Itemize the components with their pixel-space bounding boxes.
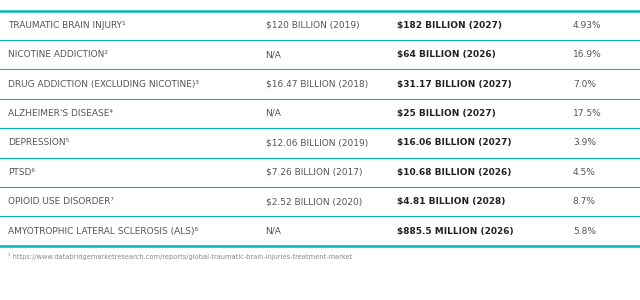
Text: NICOTINE ADDICTION²: NICOTINE ADDICTION² [8, 50, 108, 59]
Text: 8.7%: 8.7% [573, 197, 596, 206]
Text: ALZHEIMER'S DISEASE⁴: ALZHEIMER'S DISEASE⁴ [8, 109, 113, 118]
Text: $25 BILLION (2027): $25 BILLION (2027) [397, 109, 495, 118]
Text: 16.9%: 16.9% [573, 50, 602, 59]
Text: $16.47 BILLION (2018): $16.47 BILLION (2018) [266, 80, 368, 88]
Text: $31.17 BILLION (2027): $31.17 BILLION (2027) [397, 80, 511, 88]
Text: $12.06 BILLION (2019): $12.06 BILLION (2019) [266, 138, 368, 147]
Text: $2.52 BILLION (2020): $2.52 BILLION (2020) [266, 197, 362, 206]
Text: 4.93%: 4.93% [573, 21, 602, 30]
Text: $64 BILLION (2026): $64 BILLION (2026) [397, 50, 495, 59]
Text: $885.5 MILLION (2026): $885.5 MILLION (2026) [397, 226, 513, 236]
Text: ¹ https://www.databridgemarketresearch.com/reports/global-traumatic-brain-injuri: ¹ https://www.databridgemarketresearch.c… [8, 253, 352, 260]
Text: AMYOTROPHIC LATERAL SCLEROSIS (ALS)⁸: AMYOTROPHIC LATERAL SCLEROSIS (ALS)⁸ [8, 226, 198, 236]
Text: 17.5%: 17.5% [573, 109, 602, 118]
Text: 4.5%: 4.5% [573, 168, 596, 177]
Text: $182 BILLION (2027): $182 BILLION (2027) [397, 21, 502, 30]
Text: DRUG ADDICTION (EXCLUDING NICOTINE)³: DRUG ADDICTION (EXCLUDING NICOTINE)³ [8, 80, 198, 88]
Text: 3.9%: 3.9% [573, 138, 596, 147]
Text: $16.06 BILLION (2027): $16.06 BILLION (2027) [397, 138, 511, 147]
Text: N/A: N/A [266, 109, 282, 118]
Text: 5.8%: 5.8% [573, 226, 596, 236]
Text: N/A: N/A [266, 50, 282, 59]
Text: $120 BILLION (2019): $120 BILLION (2019) [266, 21, 359, 30]
Text: $10.68 BILLION (2026): $10.68 BILLION (2026) [397, 168, 511, 177]
Text: OPIOID USE DISORDER⁷: OPIOID USE DISORDER⁷ [8, 197, 114, 206]
Text: DEPRESSION⁵: DEPRESSION⁵ [8, 138, 69, 147]
Text: PTSD⁶: PTSD⁶ [8, 168, 35, 177]
Text: 7.0%: 7.0% [573, 80, 596, 88]
Text: N/A: N/A [266, 226, 282, 236]
Text: TRAUMATIC BRAIN INJURY¹: TRAUMATIC BRAIN INJURY¹ [8, 21, 125, 30]
Text: $4.81 BILLION (2028): $4.81 BILLION (2028) [397, 197, 505, 206]
Text: $7.26 BILLION (2017): $7.26 BILLION (2017) [266, 168, 362, 177]
